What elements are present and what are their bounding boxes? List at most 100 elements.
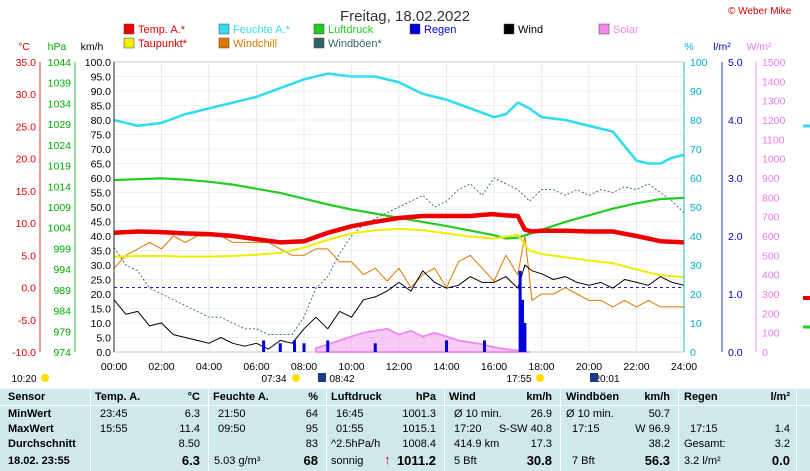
rain-total-value: 3.2 [774,438,790,450]
humidity-max-value: 95 [305,423,318,435]
rain-bar [373,343,377,352]
temp-unit: °C [187,391,200,403]
legend-label: Taupunkt* [138,38,188,50]
axis-tick-temp: 5.0 [21,250,36,262]
rain-max-time: 17:15 [690,423,718,435]
axis-tick-wind: 5.0 [96,333,111,345]
axis-tick-rain: 3.0 [728,173,743,185]
rain-header: Regen [684,391,718,403]
axis-tick-temp: 30.0 [16,89,37,101]
pressure-arrow-icon: ↑ [384,452,391,467]
row-label-min: MinWert [8,408,52,420]
chart-legend: Temp. A.* Feuchte A.* Luftdruck Regen Wind So… [123,23,639,50]
axis-tick-humidity: 60 [690,173,702,185]
summary-table: Sensor MinWert MaxWert Durchschnitt 18.0… [0,389,810,471]
pressure-trend: ^2.5hPa/h [331,438,381,450]
axis-tick-temp: 20.0 [16,154,37,166]
humidity-max-time: 09:50 [218,423,246,435]
moonset-time: 08:42 [329,374,354,385]
pressure-current-value: 1011.2 [396,453,436,468]
axis-tick-wind: 55.0 [91,188,112,200]
axis-tick-solar: 1400 [762,76,786,88]
axis-tick-pressure: 1029 [48,119,72,131]
axis-tick-humidity: 40 [690,231,702,243]
axis-tick-pressure: 1019 [48,161,72,173]
axis-tick-solar: 600 [762,231,780,243]
legend-label: Luftdruck [328,24,374,36]
wind-current-value: 30.8 [526,453,552,468]
axis-tick-wind: 15.0 [91,304,112,316]
temp-avg-value: 8.50 [178,438,200,450]
axis-tick-temp: 35.0 [16,57,37,69]
sun-icon [292,374,300,382]
legend-swatch [218,23,230,35]
axis-tick-pressure: 1039 [48,78,72,90]
copyright-label: © Weber Mike [728,6,792,17]
legend-label: Temp. A.* [138,24,186,36]
axis-tick-wind: 70.0 [91,144,112,156]
axis-tick-solar: 1200 [762,115,786,127]
axis-unit-pressure: hPa [48,41,67,53]
x-tick-label: 00:00 [101,361,127,373]
right-edge-fragment [803,124,810,329]
chart-title: Freitag, 18.02.2022 [340,8,470,25]
axis-tick-wind: 10.0 [91,318,112,330]
axis-tick-rain: 1.0 [728,289,743,301]
axis-tick-wind: 20.0 [91,289,112,301]
legend-label: Solar [613,24,639,36]
axis-tick-rain: 2.0 [728,231,743,243]
pressure-header: Luftdruck [331,391,382,403]
sunset-time: 17:55 [506,374,531,385]
legend-label: Windchill [233,38,277,50]
axis-tick-solar: 1000 [762,154,786,166]
row-label-sensor: Sensor [8,391,46,403]
axis-tick-wind: 0.0 [96,347,111,359]
rain-current-value: 0.0 [771,453,790,468]
axis-tick-temp: -5.0 [18,315,36,327]
gust-avg-value: 38.2 [648,438,670,450]
axis-tick-solar: 100 [762,328,780,340]
axis-tick-wind: 60.0 [91,173,112,185]
rain-bar [523,323,527,352]
axis-tick-humidity: 20 [690,289,702,301]
rain-bar [326,340,330,352]
axis-tick-wind: 45.0 [91,217,112,229]
moon-icon [590,373,598,382]
wind-bft: 5 Bft [454,455,477,467]
rain-bar [302,343,306,352]
axis-tick-wind: 50.0 [91,202,112,214]
sunrise-time: 07:34 [261,374,286,385]
wind-avg10-label: Ø 10 min. [454,408,502,420]
series-luftdruck [113,177,685,240]
rain-bar [518,270,522,352]
rain-bar [278,343,282,352]
axis-unit-temp: °C [18,41,30,53]
gust-header: Windböen [566,391,620,403]
row-label-avg: Durchschnitt [8,438,76,450]
temp-min-time: 23:45 [100,408,128,420]
axis-tick-solar: 0 [762,347,768,359]
series-feuchte-a [113,72,685,165]
humidity-avg-value: 83 [305,438,318,450]
pressure-unit: hPa [415,391,436,403]
weather-chart: 35.0 30.0 25.0 20.0 15.0 10.0 5.0 0.0 -5.0 -10.0 °… [11,6,810,385]
axis-tick-pressure: 999 [53,243,71,255]
rain-bar [293,340,296,352]
axis-tick-pressure: 989 [53,285,71,297]
humidity-absolute: 5.03 g/m³ [214,455,261,467]
pressure-avg-value: 1008.4 [402,438,436,450]
pressure-min-time: 16:45 [336,408,364,420]
axis-tick-wind: 65.0 [91,159,112,171]
x-tick-label: 16:00 [481,361,507,373]
axis-tick-wind: 100.0 [85,57,111,69]
rain-bar [262,340,266,352]
axis-tick-pressure: 1044 [48,57,72,69]
axis-tick-humidity: 90 [690,86,702,98]
pressure-max-value: 1015.1 [402,423,436,435]
axis-tick-solar: 400 [762,270,780,282]
forecast-text: sonnig [331,455,364,467]
gust-current-value: 56.3 [644,453,670,468]
gust-bft: 7 Bft [572,455,595,467]
axis-tick-wind: 80.0 [91,115,112,127]
rain-max-value: 1.4 [774,423,790,435]
